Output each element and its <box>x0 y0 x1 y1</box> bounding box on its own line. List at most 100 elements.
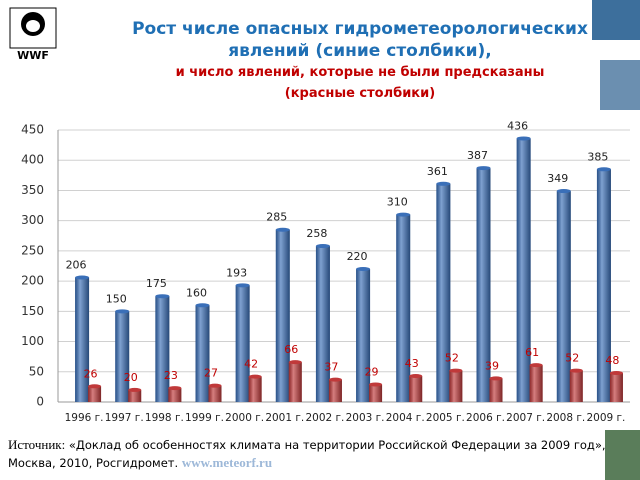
bar-shine <box>275 229 290 402</box>
x-tick-label: 2002 г. <box>305 412 344 424</box>
value-label: 26 <box>84 367 98 380</box>
value-label: 66 <box>284 343 298 356</box>
bar-cap <box>529 363 543 368</box>
bar-cap <box>449 368 463 373</box>
bar-cap <box>596 167 611 172</box>
bar-shine <box>449 370 463 402</box>
bar-cap <box>436 181 451 186</box>
bar-shine <box>88 386 102 402</box>
bar-shine <box>195 305 210 402</box>
bar-cap <box>396 212 411 217</box>
bar-cap <box>288 360 302 365</box>
value-label: 387 <box>467 149 488 162</box>
value-label: 285 <box>266 211 287 224</box>
bar-cap <box>489 376 503 381</box>
bar-cap <box>235 283 250 288</box>
value-label: 258 <box>306 227 327 240</box>
y-tick-label: 300 <box>21 213 44 227</box>
bar-cap <box>328 377 342 382</box>
bar-cap <box>369 382 383 387</box>
bar-cap <box>208 383 222 388</box>
x-tick-label: 1996 г. <box>65 412 104 424</box>
value-label: 43 <box>405 357 419 370</box>
value-label: 52 <box>565 352 579 365</box>
value-label: 310 <box>387 196 408 209</box>
y-tick-label: 250 <box>21 243 44 257</box>
bar-shine <box>569 370 583 402</box>
bar-shine <box>115 311 130 402</box>
source-link[interactable]: www.meteorf.ru <box>181 455 273 470</box>
value-label: 150 <box>106 292 127 305</box>
bar-shine <box>476 168 491 402</box>
chart-title: Рост числе опасных гидрометеорологически… <box>132 19 588 61</box>
x-tick-label: 1997 г. <box>105 412 144 424</box>
value-label: 29 <box>365 365 379 378</box>
y-tick-label: 50 <box>29 364 44 378</box>
value-label: 20 <box>124 371 138 384</box>
x-tick-label: 2003 г. <box>346 412 385 424</box>
bar-cap <box>476 166 491 171</box>
value-label: 27 <box>204 367 218 380</box>
value-label: 436 <box>507 119 528 132</box>
y-tick-label: 350 <box>21 183 44 197</box>
bar-cap <box>75 275 90 280</box>
source: Источник: «Доклад об особенностях климат… <box>8 436 608 472</box>
title-box: Рост числе опасных гидрометеорологически… <box>100 18 620 104</box>
source-label: Источник: <box>8 437 66 452</box>
value-label: 42 <box>244 358 258 371</box>
bar-shine <box>436 183 451 402</box>
decor-image <box>605 430 640 480</box>
value-label: 206 <box>66 258 87 271</box>
bar-cap <box>155 294 170 299</box>
x-tick-label: 2004 г. <box>386 412 425 424</box>
bar-cap <box>128 387 142 392</box>
value-label: 23 <box>164 369 178 382</box>
bar-cap <box>569 368 583 373</box>
bar-shine <box>328 379 342 402</box>
decor-image <box>592 0 640 40</box>
value-label: 37 <box>324 361 338 374</box>
bar-shine <box>248 376 262 402</box>
y-tick-label: 0 <box>36 395 44 409</box>
bar-shine <box>356 269 371 402</box>
x-tick-label: 1999 г. <box>185 412 224 424</box>
value-label: 349 <box>547 172 568 185</box>
bar-shine <box>396 214 411 402</box>
bar-shine <box>235 285 250 402</box>
value-label: 361 <box>427 165 448 178</box>
bar-shine <box>609 372 623 402</box>
bar-cap <box>88 384 102 389</box>
source-box: Источник: «Доклад об особенностях климат… <box>8 436 608 472</box>
logo-panda-face <box>26 20 40 32</box>
bar-shine <box>75 277 90 402</box>
bar-cap <box>275 227 290 232</box>
y-tick-label: 450 <box>21 123 44 137</box>
bar-shine <box>208 385 222 402</box>
chart-subtitle: и число явлений, которые не были предска… <box>175 65 545 101</box>
bar-cap <box>168 386 182 391</box>
y-tick-label: 200 <box>21 274 44 288</box>
bar-shine <box>288 362 302 402</box>
x-tick-label: 2009 г. <box>586 412 625 424</box>
titles: Рост числе опасных гидрометеорологически… <box>100 18 620 104</box>
x-tick-label: 2006 г. <box>466 412 505 424</box>
logo-text: WWF <box>17 49 49 62</box>
value-label: 175 <box>146 277 167 290</box>
value-label: 193 <box>226 266 247 279</box>
bar-shine <box>168 388 182 402</box>
source-text: «Доклад об особенностях климата на терри… <box>8 438 606 470</box>
x-tick-label: 2008 г. <box>546 412 585 424</box>
x-tick-label: 2001 г. <box>265 412 304 424</box>
bar-shine <box>315 246 330 402</box>
bar-cap <box>516 136 531 141</box>
bar-cap <box>195 303 210 308</box>
bar-cap <box>315 244 330 249</box>
bar-shine <box>489 378 503 402</box>
value-label: 385 <box>587 150 608 163</box>
value-label: 61 <box>525 346 539 359</box>
bar-cap <box>609 370 623 375</box>
y-tick-label: 100 <box>21 334 44 348</box>
